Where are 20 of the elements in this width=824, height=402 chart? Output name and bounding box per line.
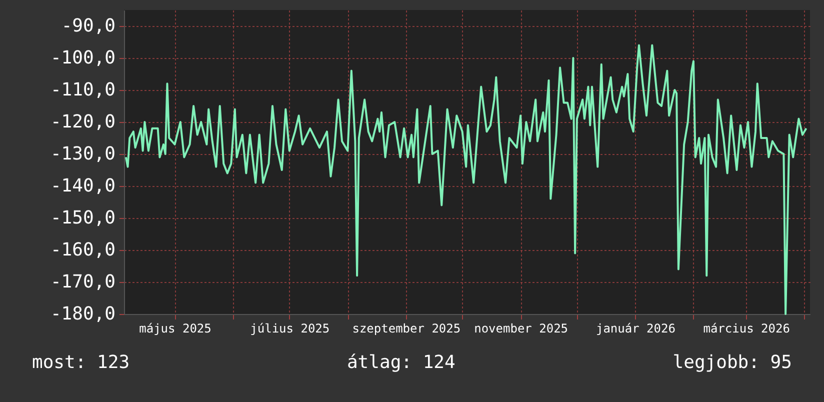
x-tick-label: január 2026 xyxy=(596,322,676,336)
x-tick-label: szeptember 2025 xyxy=(352,322,461,336)
x-tick-label: március 2026 xyxy=(703,322,790,336)
x-tick-label: július 2025 xyxy=(250,322,330,336)
x-tick-label: november 2025 xyxy=(474,322,568,336)
y-tick-label: -170,0 xyxy=(50,272,116,292)
y-tick-label: -130,0 xyxy=(50,144,116,164)
y-tick-label: -110,0 xyxy=(50,80,116,100)
y-tick-label: -120,0 xyxy=(50,112,116,132)
y-tick-label: -180,0 xyxy=(50,304,116,324)
y-tick-label: -150,0 xyxy=(50,208,116,228)
text: legjobb: 95 xyxy=(672,352,792,373)
x-tick-label: május 2025 xyxy=(139,322,212,336)
text: most: 123 xyxy=(32,352,130,373)
y-tick-label: -160,0 xyxy=(50,240,116,260)
y-tick-label: -140,0 xyxy=(50,176,116,196)
line-series xyxy=(124,44,808,315)
text: átlag: 124 xyxy=(346,352,456,373)
y-tick-label: -90,0 xyxy=(61,16,116,36)
y-tick-label: -100,0 xyxy=(50,48,116,68)
